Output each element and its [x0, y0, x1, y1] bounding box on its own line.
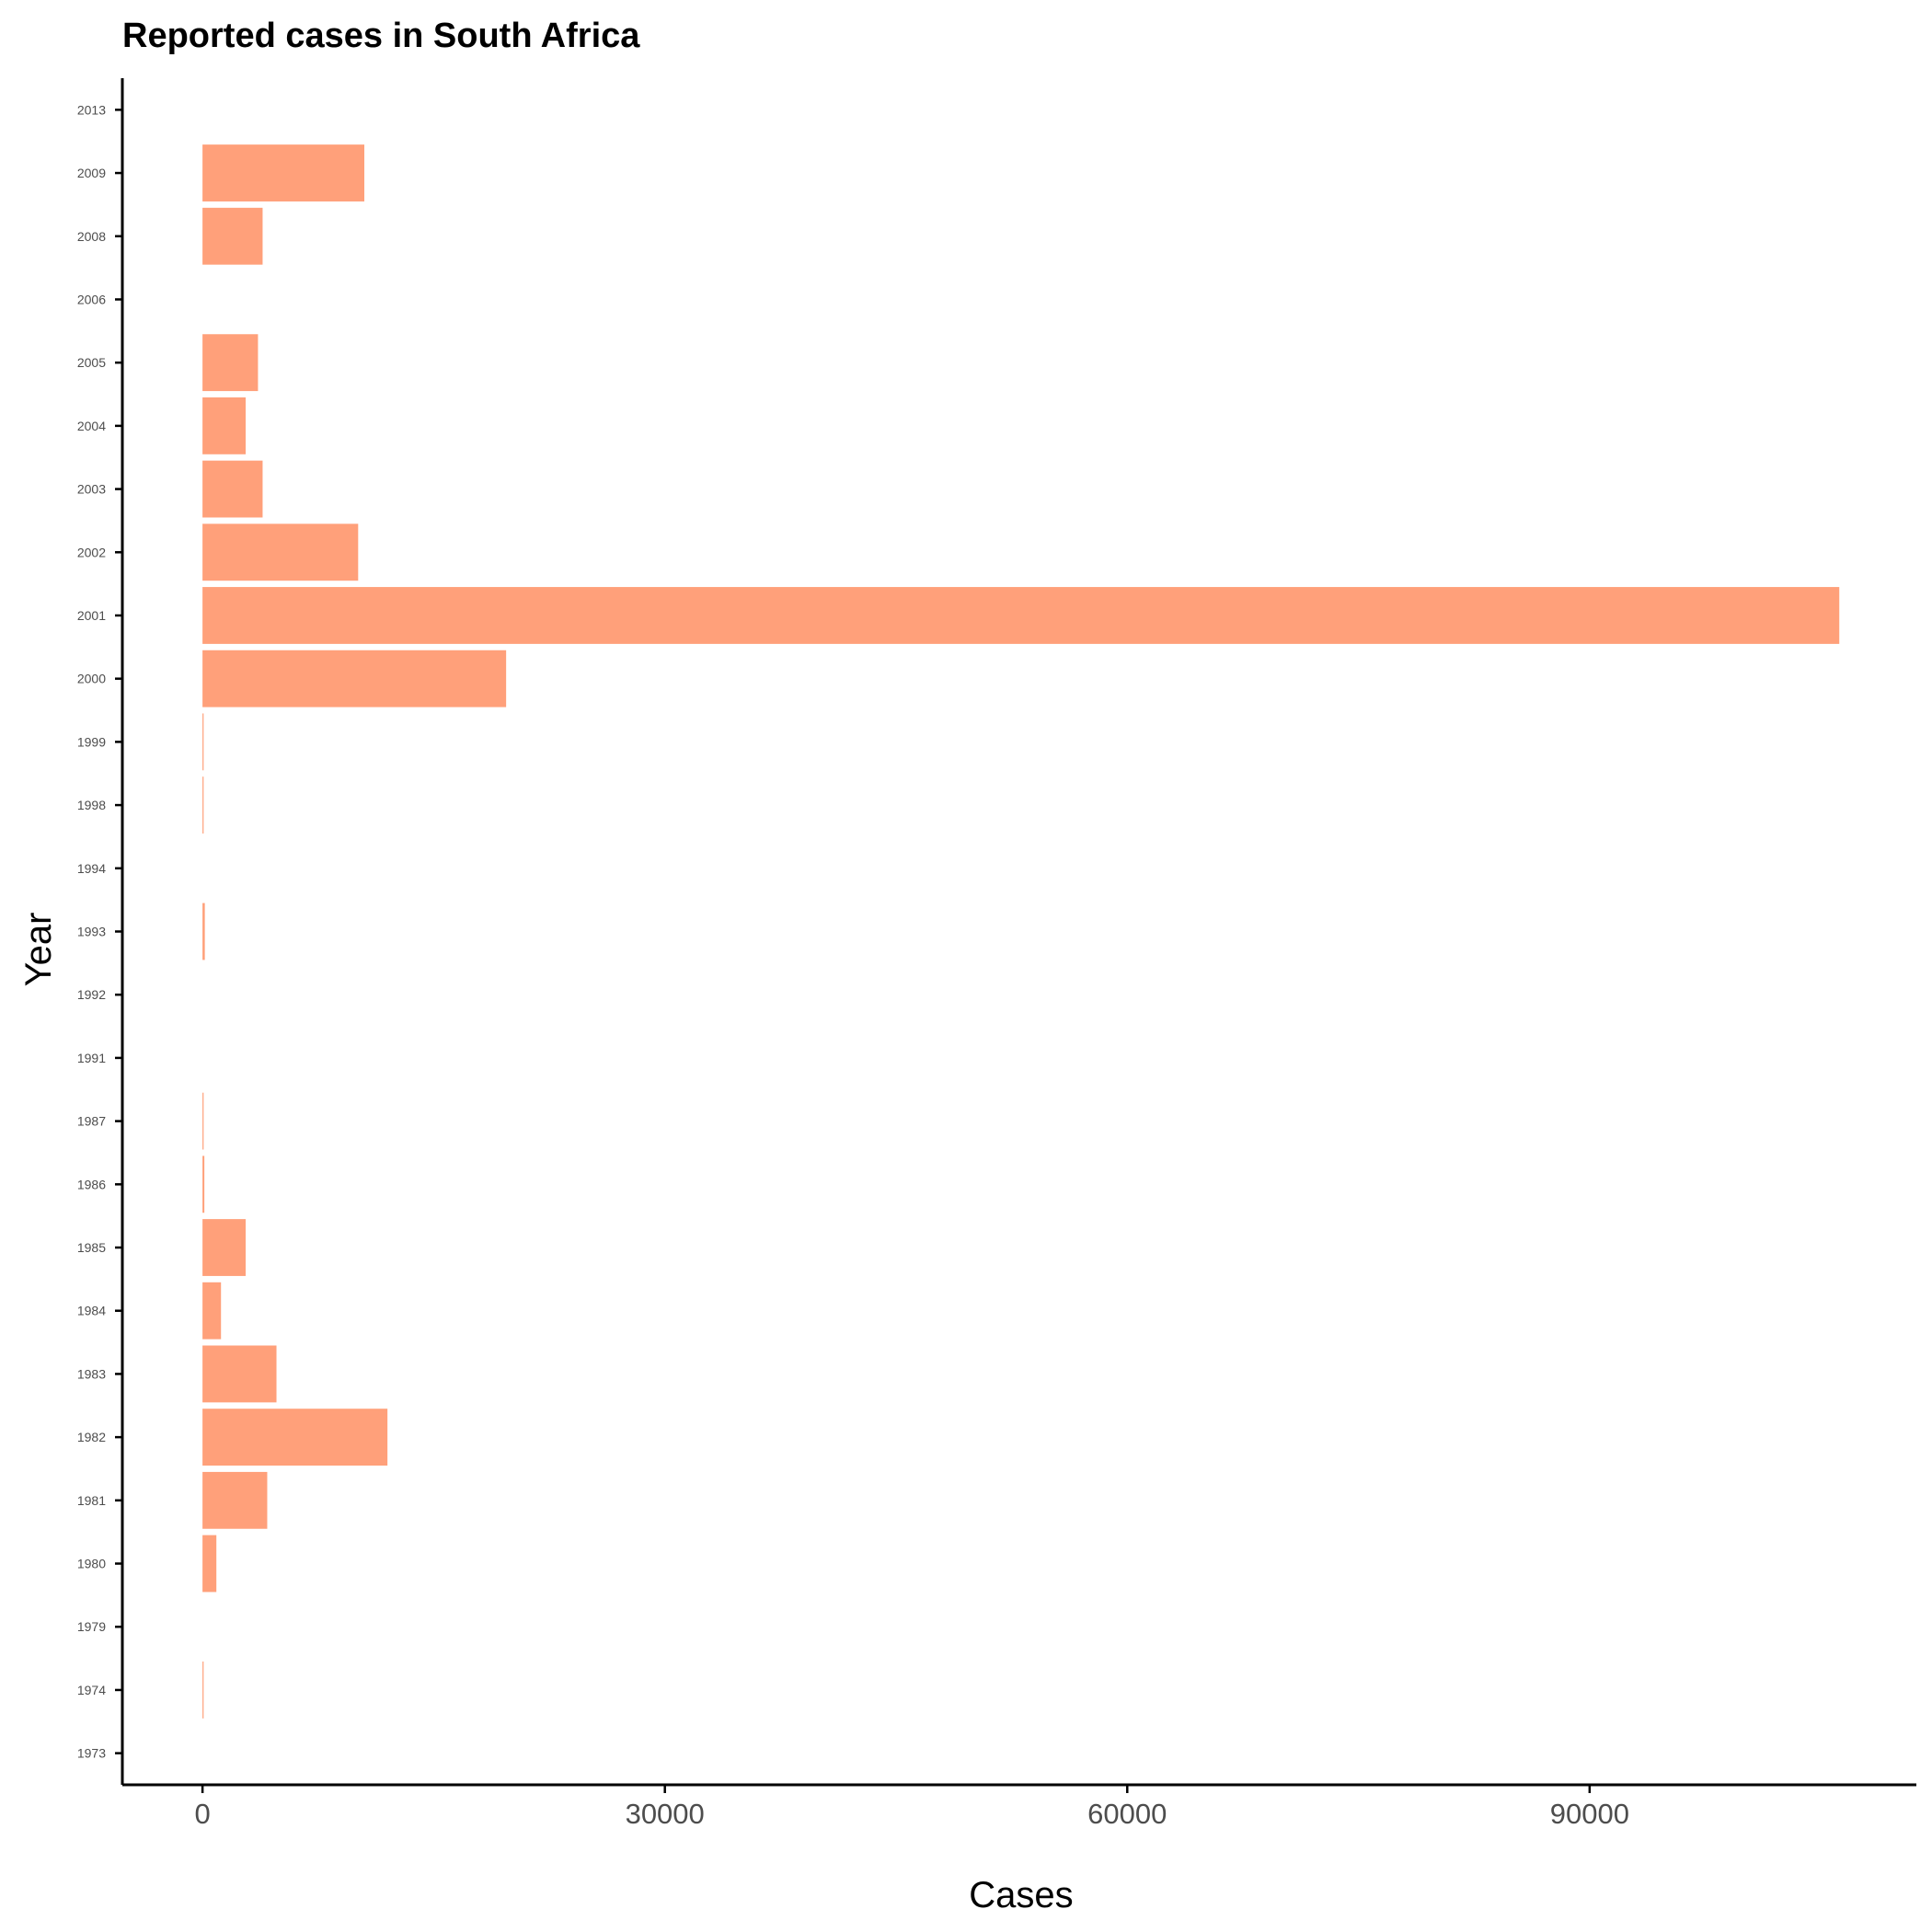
y-tick-label-2013: 2013	[77, 102, 106, 117]
y-tick-label-1982: 1982	[77, 1430, 106, 1444]
bar-2004	[202, 397, 247, 454]
bar-2008	[202, 207, 263, 265]
x-tick-label-0: 0	[194, 1798, 210, 1830]
y-tick-label-1983: 1983	[77, 1366, 106, 1381]
bar-1985	[202, 1219, 247, 1276]
y-tick-label-2002: 2002	[77, 545, 106, 559]
y-tick-label-1984: 1984	[77, 1304, 106, 1318]
bar-1984	[202, 1282, 222, 1340]
bar-1987	[202, 1092, 204, 1150]
y-tick-label-2005: 2005	[77, 355, 106, 370]
bar-2005	[202, 334, 259, 392]
bar-1982	[202, 1409, 388, 1466]
x-axis-title: Cases	[969, 1875, 1073, 1915]
y-tick-label-1979: 1979	[77, 1619, 106, 1634]
bar-1980	[202, 1535, 217, 1593]
bar-2001	[202, 587, 1840, 644]
y-tick-label-2000: 2000	[77, 672, 106, 686]
y-tick-label-1992: 1992	[77, 987, 106, 1002]
bar-1986	[202, 1156, 205, 1213]
bar-2002	[202, 523, 359, 581]
y-tick-label-1986: 1986	[77, 1177, 106, 1191]
bars-layer	[202, 144, 1840, 1719]
y-tick-label-1973: 1973	[77, 1746, 106, 1761]
bar-2009	[202, 144, 365, 201]
y-tick-label-1987: 1987	[77, 1114, 106, 1129]
y-tick-label-1999: 1999	[77, 734, 106, 749]
chart-title: Reported cases in South Africa	[122, 17, 640, 55]
x-tick-label-60000: 60000	[1087, 1798, 1167, 1830]
y-tick-label-2001: 2001	[77, 608, 106, 623]
y-tick-label-2003: 2003	[77, 482, 106, 497]
y-tick-label-1981: 1981	[77, 1493, 106, 1508]
bar-2000	[202, 650, 507, 707]
bar-1974	[202, 1662, 204, 1719]
y-tick-label-2006: 2006	[77, 292, 106, 306]
y-tick-label-1993: 1993	[77, 925, 106, 939]
bar-1999	[202, 713, 204, 771]
y-axis: 1973 1974 1979 1980 1981 1982 1983 1984 1985 1986…	[77, 78, 124, 1785]
bar-1981	[202, 1471, 268, 1529]
y-tick-label-1994: 1994	[77, 861, 106, 876]
bar-1983	[202, 1345, 277, 1403]
y-tick-label-1991: 1991	[77, 1051, 106, 1065]
y-tick-label-1998: 1998	[77, 798, 106, 812]
y-tick-label-1974: 1974	[77, 1683, 106, 1697]
y-tick-label-1980: 1980	[77, 1557, 106, 1571]
y-tick-label-2004: 2004	[77, 419, 106, 433]
x-tick-label-90000: 90000	[1550, 1798, 1629, 1830]
y-tick-label-1985: 1985	[77, 1240, 106, 1255]
bar-1993	[202, 903, 205, 960]
y-tick-label-2009: 2009	[77, 166, 106, 180]
y-axis-title: Year	[18, 913, 59, 987]
bar-2003	[202, 460, 263, 518]
x-axis: 0 30000 60000 90000	[122, 1783, 1916, 1830]
bar-1998	[202, 776, 204, 834]
x-tick-label-30000: 30000	[626, 1798, 705, 1830]
y-tick-label-2008: 2008	[77, 229, 106, 244]
